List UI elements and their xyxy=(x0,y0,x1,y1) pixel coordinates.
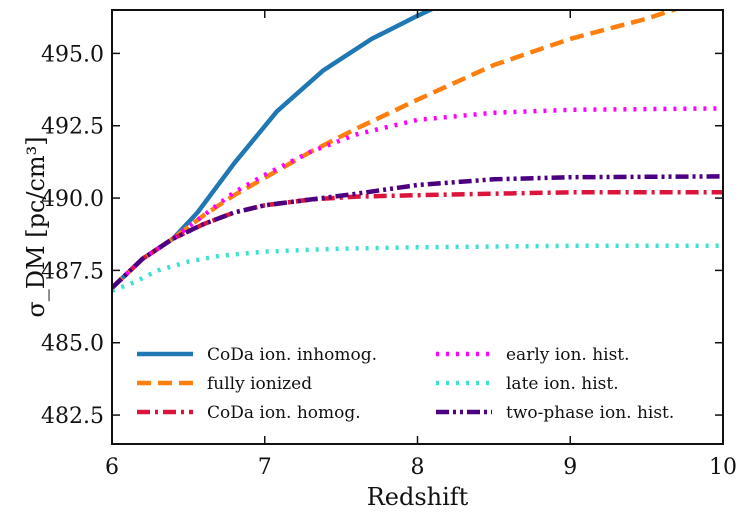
plot-frame xyxy=(111,9,724,445)
y-tick-label: 490.0 xyxy=(41,187,104,212)
x-axis-label: Redshift xyxy=(367,483,469,511)
series-layer xyxy=(112,10,723,293)
x-tick-label: 10 xyxy=(709,455,737,480)
y-tick-label: 482.5 xyxy=(41,404,104,429)
y-tick-label: 495.0 xyxy=(41,42,104,67)
x-tick-label: 9 xyxy=(563,455,577,480)
legend: CoDa ion. inhomog. fully ionized CoDa ion.… xyxy=(137,345,674,423)
y-tick-label: 485.0 xyxy=(41,332,104,357)
y-tick-label: 487.5 xyxy=(41,259,104,284)
plot-background xyxy=(112,10,723,444)
y-axis-label: σ_DM [pc/cm³] xyxy=(22,136,50,317)
legend-label-0: CoDa ion. inhomog. xyxy=(207,345,377,365)
legend-label-5: two-phase ion. hist. xyxy=(506,403,674,423)
legend-label-2: CoDa ion. homog. xyxy=(207,403,361,423)
series-line-5 xyxy=(112,174,723,290)
x-tick-label: 7 xyxy=(258,455,272,480)
x-tick-label: 6 xyxy=(105,455,119,480)
legend-label-3: early ion. hist. xyxy=(506,345,630,365)
ticks-layer: 6 7 8 9 10 482.5 485.0 487.5 490.0 492.5 495.0 xyxy=(41,10,737,480)
y-tick-label: 492.5 xyxy=(41,115,104,140)
legend-label-1: fully ionized xyxy=(207,374,312,394)
legend-label-4: late ion. hist. xyxy=(506,374,619,394)
x-tick-label: 8 xyxy=(411,455,425,480)
